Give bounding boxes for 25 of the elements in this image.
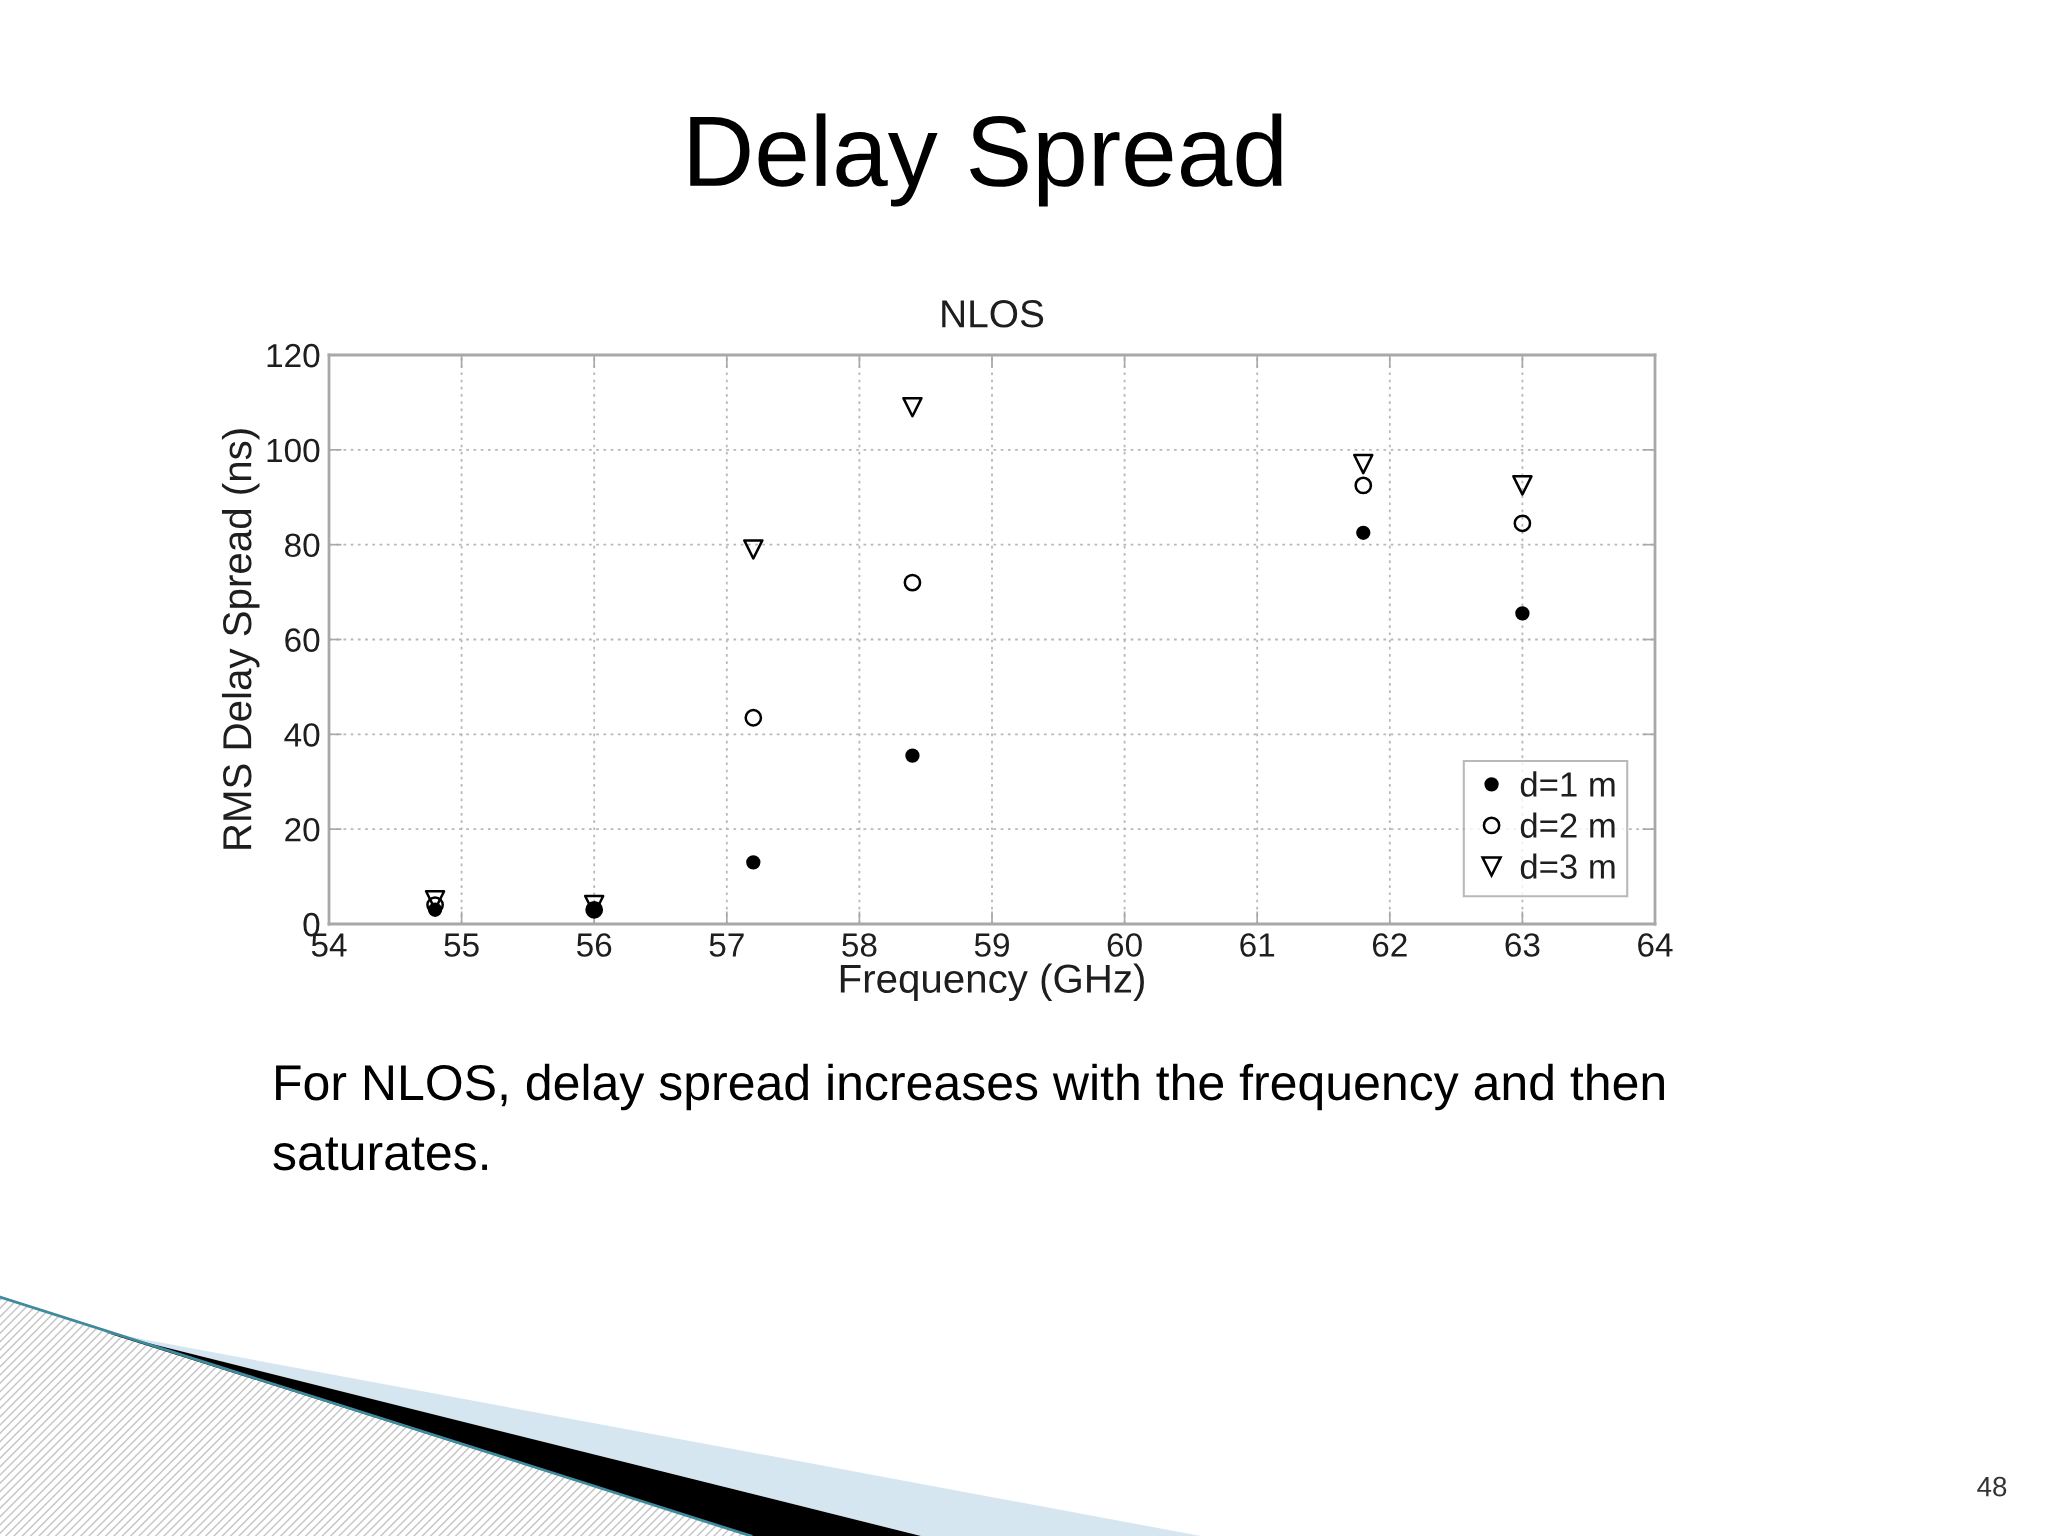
x-tick-label: 63: [1505, 933, 1540, 957]
text: For NLOS, delay spread increases with the frequency and then saturates.: [273, 1063, 1664, 1171]
y-tick-label: 20: [285, 817, 320, 842]
y-tick-label: 120: [267, 343, 320, 368]
x-tick-label: 62: [1372, 933, 1407, 957]
legend-label: d=2 m: [1520, 812, 1615, 838]
x-tick-label: 64: [1638, 933, 1673, 957]
x-tick-label: 59: [974, 933, 1009, 957]
x-tick-label: 55: [444, 933, 479, 957]
x-tick-label: 60: [1107, 933, 1142, 957]
y-tick-label: 40: [284, 723, 320, 747]
y-tick-label: 80: [285, 533, 320, 558]
x-tick-label: 57: [709, 933, 744, 957]
y-tick-label: 60: [285, 628, 320, 652]
x-tick-label: 58: [842, 933, 877, 957]
legend-label: d=3 m: [1520, 853, 1615, 879]
y-tick-label: 100: [267, 438, 320, 463]
x-tick-label: 56: [577, 933, 612, 957]
x-tick-label: 61: [1240, 933, 1275, 957]
legend-label: d=1 m: [1520, 771, 1615, 797]
y-axis-title: RMS Delay Spread (ns): [221, 429, 260, 849]
x-axis-title: Frequency (GHz): [840, 963, 1144, 1001]
text: 48: [1977, 1476, 2007, 1497]
chart-title: Delay Spread: [690, 113, 1282, 207]
chart-subtitle: NLOS: [942, 300, 1044, 328]
